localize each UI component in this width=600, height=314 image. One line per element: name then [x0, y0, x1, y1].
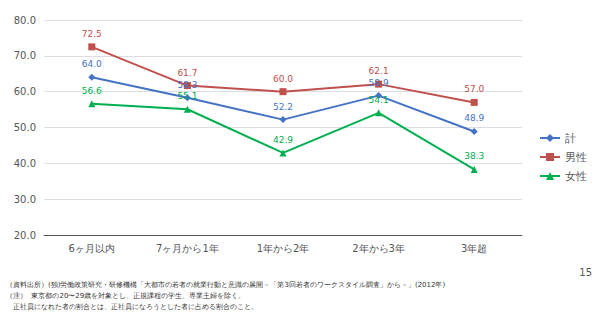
- svg-text:40.0: 40.0: [14, 158, 36, 169]
- svg-text:男性: 男性: [565, 151, 587, 164]
- svg-text:62.1: 62.1: [369, 66, 389, 76]
- svg-text:15: 15: [579, 267, 592, 278]
- svg-text:2年から3年: 2年から3年: [352, 243, 405, 254]
- svg-text:58.9: 58.9: [369, 78, 389, 88]
- svg-text:（資料出所）(独)労働政策研究・研修機構「大都市の若者の就業: （資料出所）(独)労働政策研究・研修機構「大都市の若者の就業行動と意識の展開－「…: [6, 281, 445, 289]
- svg-text:64.0: 64.0: [82, 59, 102, 69]
- svg-text:38.3: 38.3: [464, 151, 484, 161]
- svg-text:72.5: 72.5: [82, 29, 102, 39]
- svg-text:55.1: 55.1: [177, 91, 197, 101]
- svg-text:女性: 女性: [565, 170, 587, 183]
- svg-text:48.9: 48.9: [464, 113, 484, 123]
- svg-text:60.0: 60.0: [14, 86, 36, 97]
- svg-text:30.0: 30.0: [14, 194, 36, 205]
- svg-text:（注） 東京都の20〜29歳を対象とし、正規課程の学生、専: （注） 東京都の20〜29歳を対象とし、正規課程の学生、専業主婦を除く。: [6, 292, 245, 300]
- svg-text:3年超: 3年超: [461, 243, 487, 254]
- svg-text:57.0: 57.0: [464, 84, 484, 94]
- svg-text:52.2: 52.2: [273, 102, 293, 112]
- svg-text:20.0: 20.0: [14, 230, 36, 241]
- svg-text:58.3: 58.3: [177, 80, 197, 90]
- svg-text:1年から2年: 1年から2年: [257, 243, 310, 254]
- svg-text:61.7: 61.7: [177, 68, 197, 78]
- svg-text:50.0: 50.0: [14, 122, 36, 133]
- svg-text:6ヶ月以内: 6ヶ月以内: [69, 243, 115, 254]
- svg-text:42.9: 42.9: [273, 135, 293, 145]
- svg-text:70.0: 70.0: [14, 50, 36, 61]
- svg-text:60.0: 60.0: [273, 74, 293, 84]
- svg-text:80.0: 80.0: [14, 15, 36, 26]
- svg-text:計: 計: [565, 132, 576, 145]
- svg-text:正社員になれた者の割合とは、正社員になろうとした者に占める割: 正社員になれた者の割合とは、正社員になろうとした者に占める割合のこと。: [6, 303, 258, 311]
- svg-text:56.6: 56.6: [82, 86, 102, 96]
- svg-text:7ヶ月から1年: 7ヶ月から1年: [156, 243, 219, 254]
- svg-text:54.1: 54.1: [369, 95, 389, 105]
